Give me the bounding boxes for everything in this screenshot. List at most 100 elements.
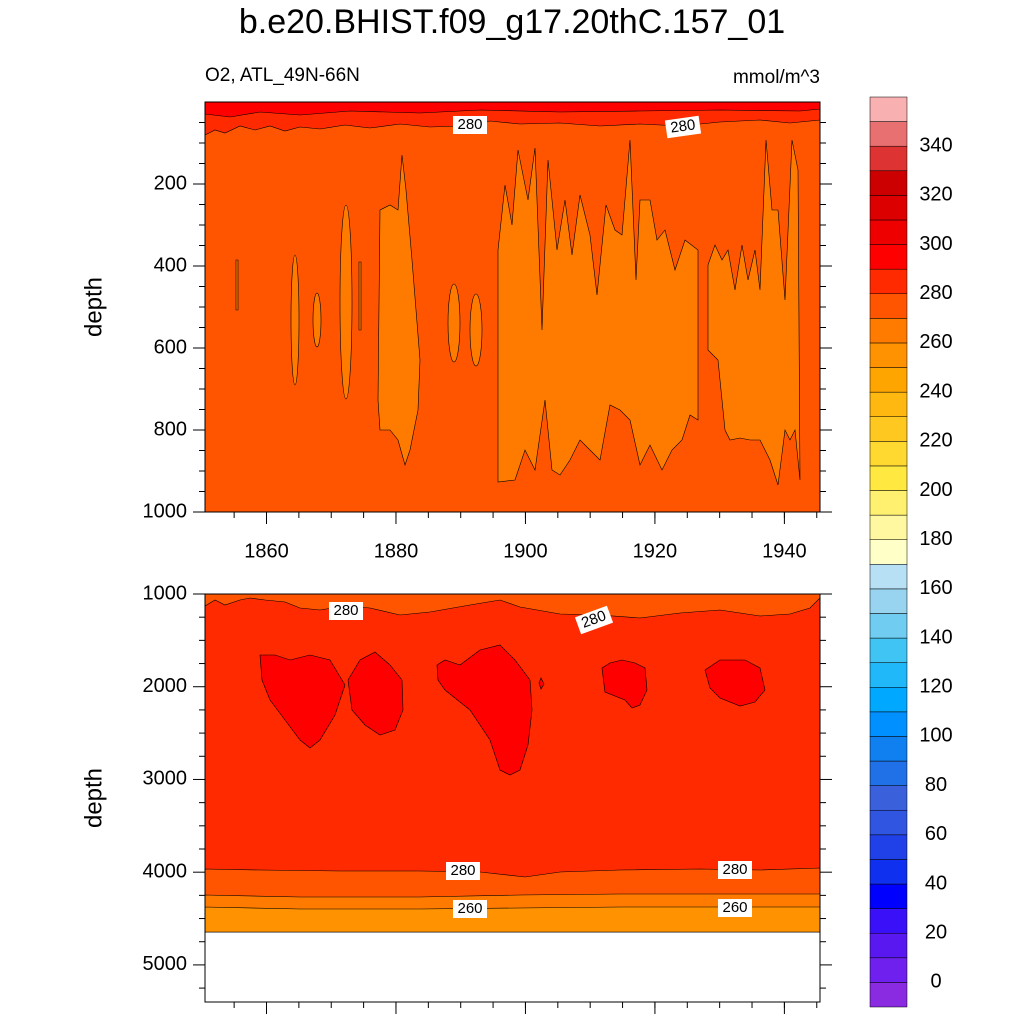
- contour-region: [235, 259, 239, 311]
- y-tick-label: 4000: [143, 860, 188, 882]
- contour-label-bg: [329, 602, 363, 620]
- contour-label-bg: [453, 116, 487, 134]
- contour-label: 280: [669, 116, 696, 136]
- colorbar-label: 160: [919, 577, 952, 599]
- contour-region: [204, 593, 821, 619]
- colorbar-box: [869, 809, 908, 836]
- colorbar-box: [869, 588, 908, 614]
- y-tick-label: 800: [154, 418, 187, 440]
- plot-frame: [204, 593, 821, 1003]
- y-tick-label: 3000: [143, 768, 188, 790]
- contour-region: [358, 261, 362, 331]
- subtitle-right: mmol/m^3: [733, 67, 820, 88]
- contour-region: [290, 254, 300, 386]
- colorbar-label: 100: [919, 725, 952, 747]
- colorbar-box: [869, 982, 908, 1008]
- colorbar-box: [869, 637, 908, 663]
- y-tick-label: 1000: [143, 500, 188, 522]
- colorbar-box: [869, 342, 908, 368]
- y-tick-label: 5000: [143, 953, 188, 975]
- contour-region: [704, 659, 766, 707]
- x-tick-label: 1900: [503, 540, 548, 562]
- y-axis-label: depth: [80, 768, 107, 828]
- colorbar-box: [869, 96, 908, 122]
- contour-region: [312, 292, 322, 348]
- colorbar-box: [869, 785, 908, 811]
- colorbar-label: 180: [919, 528, 952, 550]
- colorbar-label: 20: [925, 921, 947, 943]
- colorbar-box: [869, 195, 908, 221]
- y-tick-label: 200: [154, 172, 187, 194]
- colorbar-box: [869, 367, 908, 393]
- colorbar-box: [869, 219, 908, 245]
- contour-label-group: 280: [664, 115, 702, 139]
- colorbar-box: [869, 145, 908, 172]
- x-tick-label: 1920: [633, 540, 678, 562]
- contour-label: 260: [722, 899, 747, 916]
- colorbar-box: [869, 932, 908, 959]
- contour-region: [469, 293, 483, 367]
- colorbar-box: [869, 268, 908, 295]
- chart-title: b.e20.BHIST.f09_g17.20thC.157_01: [239, 3, 785, 41]
- y-axis-label: depth: [80, 277, 107, 337]
- colorbar-box: [869, 736, 908, 762]
- colorbar-box: [869, 859, 908, 885]
- x-tick-label: 1860: [244, 540, 289, 562]
- contour-region: [339, 204, 353, 400]
- colorbar-box: [869, 391, 908, 417]
- contour-label-bg: [453, 900, 487, 918]
- colorbar-label: 60: [925, 823, 947, 845]
- y-tick-label: 600: [154, 336, 187, 358]
- contour-region: [601, 659, 648, 709]
- colorbar-box: [869, 539, 908, 565]
- colorbar-label: 300: [919, 233, 952, 255]
- colorbar-box: [869, 465, 908, 491]
- contour-label-group: 280: [453, 116, 487, 134]
- colorbar-box: [869, 883, 908, 909]
- colorbar-label: 80: [925, 774, 947, 796]
- colorbar-box: [869, 711, 908, 737]
- colorbar-box: [869, 170, 908, 196]
- colorbar-label: 40: [925, 872, 947, 894]
- y-tick-label: 400: [154, 254, 187, 276]
- colorbar-label: 320: [919, 184, 952, 206]
- colorbar-box: [869, 121, 908, 147]
- colorbar-box: [869, 441, 908, 467]
- colorbar-box: [869, 293, 908, 319]
- contour-region: [377, 154, 421, 467]
- colorbar-box: [869, 416, 908, 442]
- contour-label-group: 260: [453, 900, 487, 918]
- colorbar-label: 220: [919, 430, 952, 452]
- contour-fill-bottom: [204, 593, 821, 933]
- colorbar-box: [869, 564, 908, 590]
- contour-label-bg: [718, 861, 752, 879]
- colorbar-box: [869, 834, 908, 860]
- contour-label-group: 280: [718, 861, 752, 879]
- colorbar-box: [869, 687, 908, 713]
- contour-region: [707, 139, 801, 486]
- colorbar-box: [869, 244, 908, 270]
- contour-label: 280: [333, 602, 358, 619]
- colorbar-label: 260: [919, 331, 952, 353]
- contour-label-group: 280: [329, 602, 363, 620]
- y-tick-label: 2000: [143, 675, 188, 697]
- contour-label: 280: [457, 116, 482, 133]
- contour-region: [447, 283, 461, 363]
- colorbar-box: [869, 613, 908, 639]
- contour-fill-top: [204, 101, 821, 512]
- contour-label: 280: [722, 861, 747, 878]
- colorbar-label: 120: [919, 676, 952, 698]
- colorbar-label: 140: [919, 626, 952, 648]
- colorbar-label: 280: [919, 282, 952, 304]
- colorbar-box: [869, 957, 908, 983]
- x-tick-label: 1880: [374, 540, 419, 562]
- contour-region: [347, 651, 404, 736]
- colorbar-box: [869, 662, 908, 688]
- contour-label-bg: [664, 115, 702, 139]
- subtitle-left: O2, ATL_49N-66N: [205, 65, 360, 86]
- y-tick-label: 1000: [143, 582, 188, 604]
- contour-region: [259, 654, 346, 749]
- colorbar-label: 340: [919, 134, 952, 156]
- colorbar-box: [869, 490, 908, 516]
